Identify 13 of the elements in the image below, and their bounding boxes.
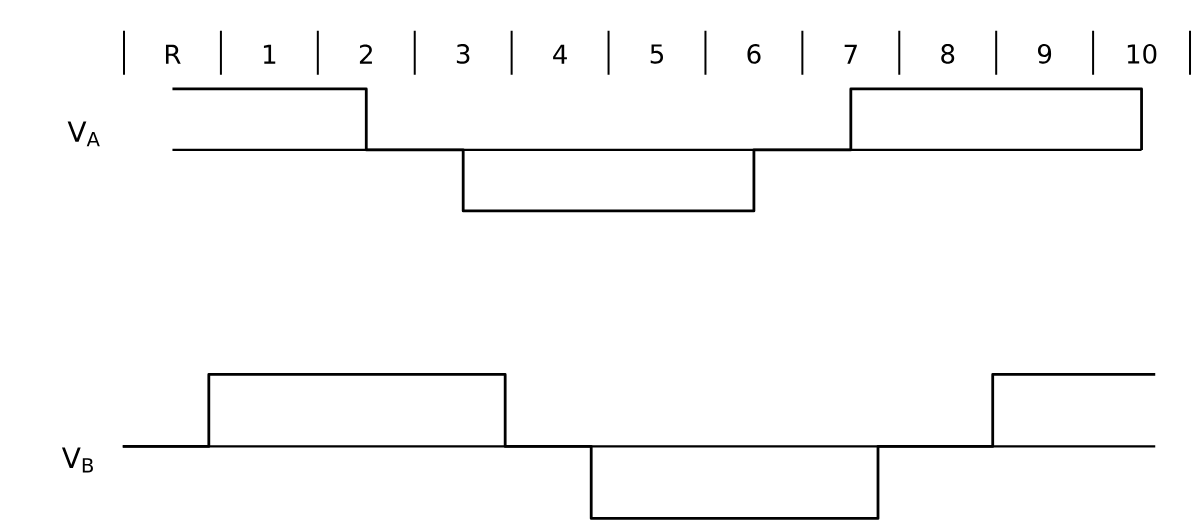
y-axis-title: V$_{B}$ <box>61 447 93 473</box>
x-tick-label: R <box>165 44 181 64</box>
x-tick-label: 3 <box>456 44 470 64</box>
x-tick-label: 6 <box>747 44 761 64</box>
x-tick-label: 4 <box>553 44 567 64</box>
x-tick-label: 1 <box>263 44 276 64</box>
y-axis-title: V$_{A}$ <box>67 121 100 147</box>
x-tick-label: 2 <box>359 44 372 64</box>
x-tick-label: 5 <box>650 44 664 64</box>
x-tick-label: 10 <box>1127 44 1157 64</box>
x-tick-label: 7 <box>844 44 857 64</box>
x-tick-label: 8 <box>941 44 955 64</box>
x-tick-label: 9 <box>1038 44 1052 64</box>
